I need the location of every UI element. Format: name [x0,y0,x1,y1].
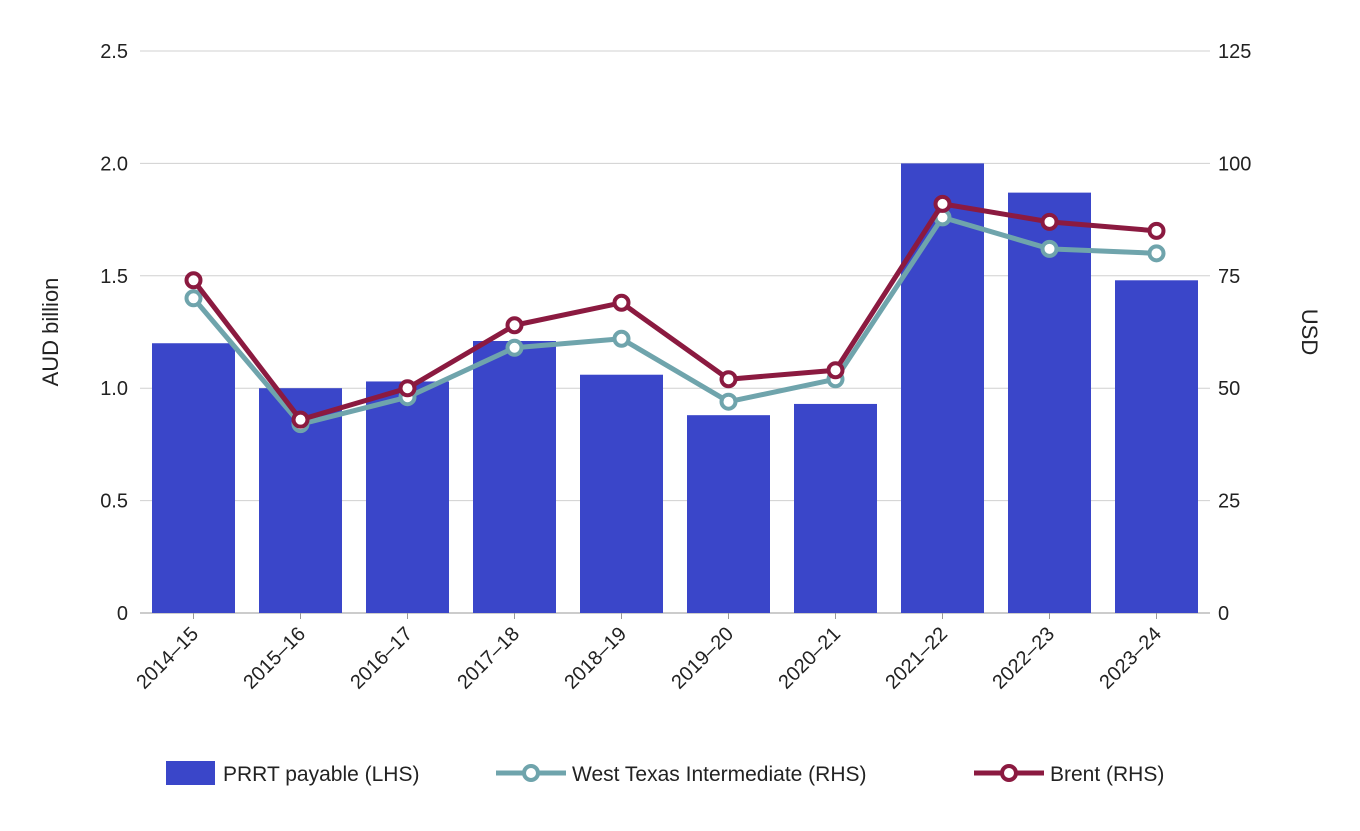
x-tick-label: 2017–18 [453,623,524,694]
series-line [191,214,1157,427]
bar [901,163,984,613]
x-tick-label: 2019–20 [667,623,738,694]
data-point [719,370,738,389]
x-tick-label: 2021–22 [881,623,952,694]
data-point [719,392,738,411]
series-line [191,201,1157,423]
data-point [826,361,845,380]
left-tick-label: 0 [117,603,128,625]
right-axis-label: USD [1297,309,1322,355]
lines [184,194,1166,434]
bar [1008,192,1091,613]
left-axis-ticks: 0 0.5 1.0 1.5 2.0 2.5 [100,41,128,625]
x-tick-label: 2022–23 [988,623,1059,694]
right-tick-label: 0 [1218,603,1229,625]
right-tick-label: 25 [1218,491,1240,513]
data-point [1147,221,1166,240]
right-tick-label: 100 [1218,153,1251,175]
left-axis-label: AUD billion [38,278,63,387]
data-point [291,410,310,429]
data-point [184,271,203,290]
bar [794,403,877,613]
bar [1115,280,1198,613]
data-point [612,329,631,348]
data-point [505,316,524,335]
data-point [1040,212,1059,231]
left-tick-label: 1.5 [100,266,128,288]
x-tick-label: 2015–16 [239,623,310,694]
left-tick-label: 0.5 [100,491,128,513]
x-tick-label: 2020–21 [774,623,845,694]
right-tick-label: 75 [1218,266,1240,288]
data-point [505,338,524,357]
x-tick-label: 2016–17 [346,623,417,694]
x-tick-label: 2018–19 [560,623,631,694]
data-point [612,293,631,312]
right-tick-label: 125 [1218,41,1251,63]
data-point [398,379,417,398]
bar [473,340,556,613]
data-point [933,194,952,213]
data-point [1147,244,1166,263]
bar [152,343,235,613]
bar [366,381,449,613]
bar [687,415,770,613]
x-tick-label: 2023–24 [1095,623,1166,694]
x-axis-ticks: 2014–15 2015–16 2016–17 2017–18 2018–19 2019–… [132,613,1166,694]
left-tick-label: 1.0 [100,378,128,400]
data-point [1040,239,1059,258]
left-tick-label: 2.5 [100,41,128,63]
legend-label: Brent (RHS) [1050,763,1164,786]
legend-label: West Texas Intermediate (RHS) [572,763,867,786]
right-tick-label: 50 [1218,378,1240,400]
right-axis-ticks: 0 25 50 75 100 125 [1218,41,1251,625]
legend-label: PRRT payable (LHS) [223,763,419,786]
left-tick-label: 2.0 [100,153,128,175]
data-point [184,289,203,308]
legend-swatch-marker [1000,764,1018,782]
legend-swatch-bar [166,761,215,785]
x-tick-label: 2014–15 [132,623,203,694]
bars [152,163,1198,613]
bar [580,374,663,613]
legend-swatch-marker [522,764,540,782]
legend: PRRT payable (LHS) West Texas Intermediat… [166,761,1164,786]
